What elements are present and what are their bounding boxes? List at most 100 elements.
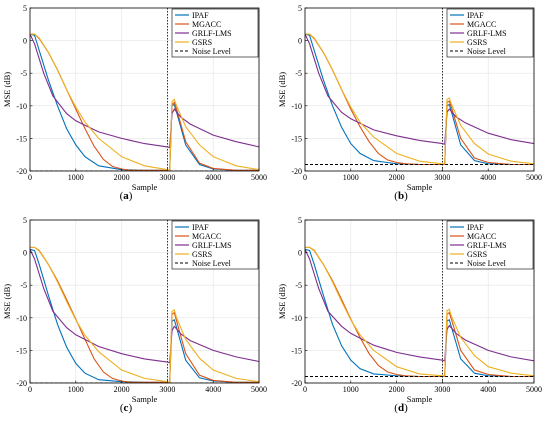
series-line-grlf-lms bbox=[305, 33, 534, 146]
y-tick-label: 0 bbox=[23, 37, 27, 46]
legend-entry: Noise Level bbox=[467, 47, 507, 56]
series-line-gsrs bbox=[30, 246, 259, 383]
x-tick-label: 4000 bbox=[205, 385, 221, 394]
chart-svg-a: 0 1000 2000 3000 4000 5000 5 0 -5 -10 -15 -20 Sample… bbox=[2, 4, 267, 192]
series-group bbox=[305, 220, 534, 383]
y-tick-label: -10 bbox=[291, 102, 302, 111]
panel-caption: (c) bbox=[119, 402, 133, 414]
series-line-gsrs bbox=[305, 246, 534, 377]
x-axis-label: Sample bbox=[132, 182, 158, 192]
y-tick-label: -5 bbox=[20, 281, 27, 290]
chart-svg-c: 0 1000 2000 3000 4000 5000 5 0 -5 -10 -15 -20 Sample… bbox=[2, 216, 267, 404]
x-tick-label: 0 bbox=[28, 385, 32, 394]
panel-caption-letter: a bbox=[123, 190, 129, 202]
chart-panel-a: 0 1000 2000 3000 4000 5000 5 0 -5 -10 -15 -20 Sample… bbox=[0, 0, 275, 212]
panel-caption: (a) bbox=[119, 190, 133, 202]
y-tick-label: -5 bbox=[295, 69, 302, 78]
panel-caption-letter: b bbox=[397, 190, 405, 202]
y-tick-label: -20 bbox=[16, 379, 27, 388]
legend-entry: MGACC bbox=[467, 232, 496, 241]
legend-entry: Noise Level bbox=[192, 259, 232, 268]
y-tick-label: 5 bbox=[23, 216, 27, 225]
y-axis-label: MSE (dB) bbox=[277, 72, 287, 107]
y-tick-label: 5 bbox=[298, 4, 302, 13]
y-tick-label: 0 bbox=[298, 249, 302, 258]
y-tick-label: 5 bbox=[23, 4, 27, 13]
y-tick-label: -20 bbox=[291, 167, 302, 176]
legend-entry: GSRS bbox=[192, 250, 212, 259]
chart-svg-b: 0 1000 2000 3000 4000 5000 5 0 -5 -10 -15 -20 Sample… bbox=[277, 4, 542, 192]
legend-entry: IPAF bbox=[467, 11, 484, 20]
x-tick-label: 5000 bbox=[526, 385, 542, 394]
x-tick-label: 0 bbox=[303, 173, 307, 182]
y-tick-label: 0 bbox=[23, 249, 27, 258]
x-tick-label: 3000 bbox=[159, 173, 175, 182]
y-tick-label: -5 bbox=[295, 281, 302, 290]
y-axis-label: MSE (dB) bbox=[2, 72, 12, 107]
chart-panel-d: 0 1000 2000 3000 4000 5000 5 0 -5 -10 -15 -20 Sample… bbox=[275, 212, 550, 424]
series-line-grlf-lms bbox=[305, 249, 534, 362]
y-tick-label: -10 bbox=[16, 102, 27, 111]
x-tick-label: 0 bbox=[303, 385, 307, 394]
x-tick-label: 1000 bbox=[68, 385, 84, 394]
panel-caption-letter: c bbox=[123, 402, 129, 414]
plot-frame bbox=[29, 7, 260, 172]
panel-caption: (b) bbox=[394, 190, 408, 202]
legend-entry: IPAF bbox=[192, 11, 209, 20]
y-tick-label: 5 bbox=[298, 216, 302, 225]
chart-panel-b: 0 1000 2000 3000 4000 5000 5 0 -5 -10 -15 -20 Sample… bbox=[275, 0, 550, 212]
x-tick-label: 2000 bbox=[114, 173, 130, 182]
panel-caption-letter: d bbox=[397, 402, 405, 414]
y-tick-label: -5 bbox=[20, 69, 27, 78]
y-axis-label: MSE (dB) bbox=[2, 284, 12, 319]
x-tick-label: 1000 bbox=[343, 173, 359, 182]
series-line-grlf-lms bbox=[30, 249, 259, 364]
series-line-grlf-lms bbox=[30, 33, 259, 149]
legend-entry: MGACC bbox=[192, 232, 221, 241]
legend-entry: GSRS bbox=[192, 38, 212, 47]
legend-entry: Noise Level bbox=[192, 47, 232, 56]
x-tick-label: 3000 bbox=[434, 385, 450, 394]
x-tick-label: 4000 bbox=[205, 173, 221, 182]
x-tick-label: 2000 bbox=[389, 173, 405, 182]
y-tick-label: -10 bbox=[291, 314, 302, 323]
legend-entry: GRLF-LMS bbox=[467, 29, 507, 38]
series-line-gsrs bbox=[30, 33, 259, 171]
legend-entry: GSRS bbox=[467, 38, 487, 47]
y-tick-label: -15 bbox=[291, 134, 302, 143]
plot-frame bbox=[29, 219, 260, 384]
x-tick-label: 4000 bbox=[480, 173, 496, 182]
x-tick-label: 5000 bbox=[251, 385, 267, 394]
x-axis-label: Sample bbox=[407, 182, 433, 192]
chart-panel-c: 0 1000 2000 3000 4000 5000 5 0 -5 -10 -15 -20 Sample… bbox=[0, 212, 275, 424]
x-tick-label: 3000 bbox=[159, 385, 175, 394]
x-tick-label: 2000 bbox=[114, 385, 130, 394]
y-axis-label: MSE (dB) bbox=[277, 284, 287, 319]
y-tick-label: -15 bbox=[16, 346, 27, 355]
x-tick-label: 5000 bbox=[526, 173, 542, 182]
y-tick-label: -10 bbox=[16, 314, 27, 323]
legend-entry: GRLF-LMS bbox=[192, 29, 232, 38]
x-tick-label: 1000 bbox=[343, 385, 359, 394]
x-tick-label: 4000 bbox=[480, 385, 496, 394]
legend-entry: GRLF-LMS bbox=[192, 241, 232, 250]
x-tick-label: 3000 bbox=[434, 173, 450, 182]
legend-entry: MGACC bbox=[467, 20, 496, 29]
legend-entry: GSRS bbox=[467, 250, 487, 259]
legend-entry: IPAF bbox=[192, 223, 209, 232]
x-tick-label: 1000 bbox=[68, 173, 84, 182]
y-tick-label: 0 bbox=[298, 37, 302, 46]
series-group bbox=[30, 220, 259, 383]
x-tick-label: 5000 bbox=[251, 173, 267, 182]
plot-frame bbox=[304, 219, 535, 384]
series-line-gsrs bbox=[305, 33, 534, 165]
x-axis-label: Sample bbox=[132, 394, 158, 404]
series-group bbox=[30, 8, 259, 171]
legend-entry: Noise Level bbox=[467, 259, 507, 268]
y-tick-label: -20 bbox=[16, 167, 27, 176]
legend-entry: IPAF bbox=[467, 223, 484, 232]
y-tick-label: -15 bbox=[291, 346, 302, 355]
chart-svg-d: 0 1000 2000 3000 4000 5000 5 0 -5 -10 -15 -20 Sample… bbox=[277, 216, 542, 404]
legend-entry: MGACC bbox=[192, 20, 221, 29]
